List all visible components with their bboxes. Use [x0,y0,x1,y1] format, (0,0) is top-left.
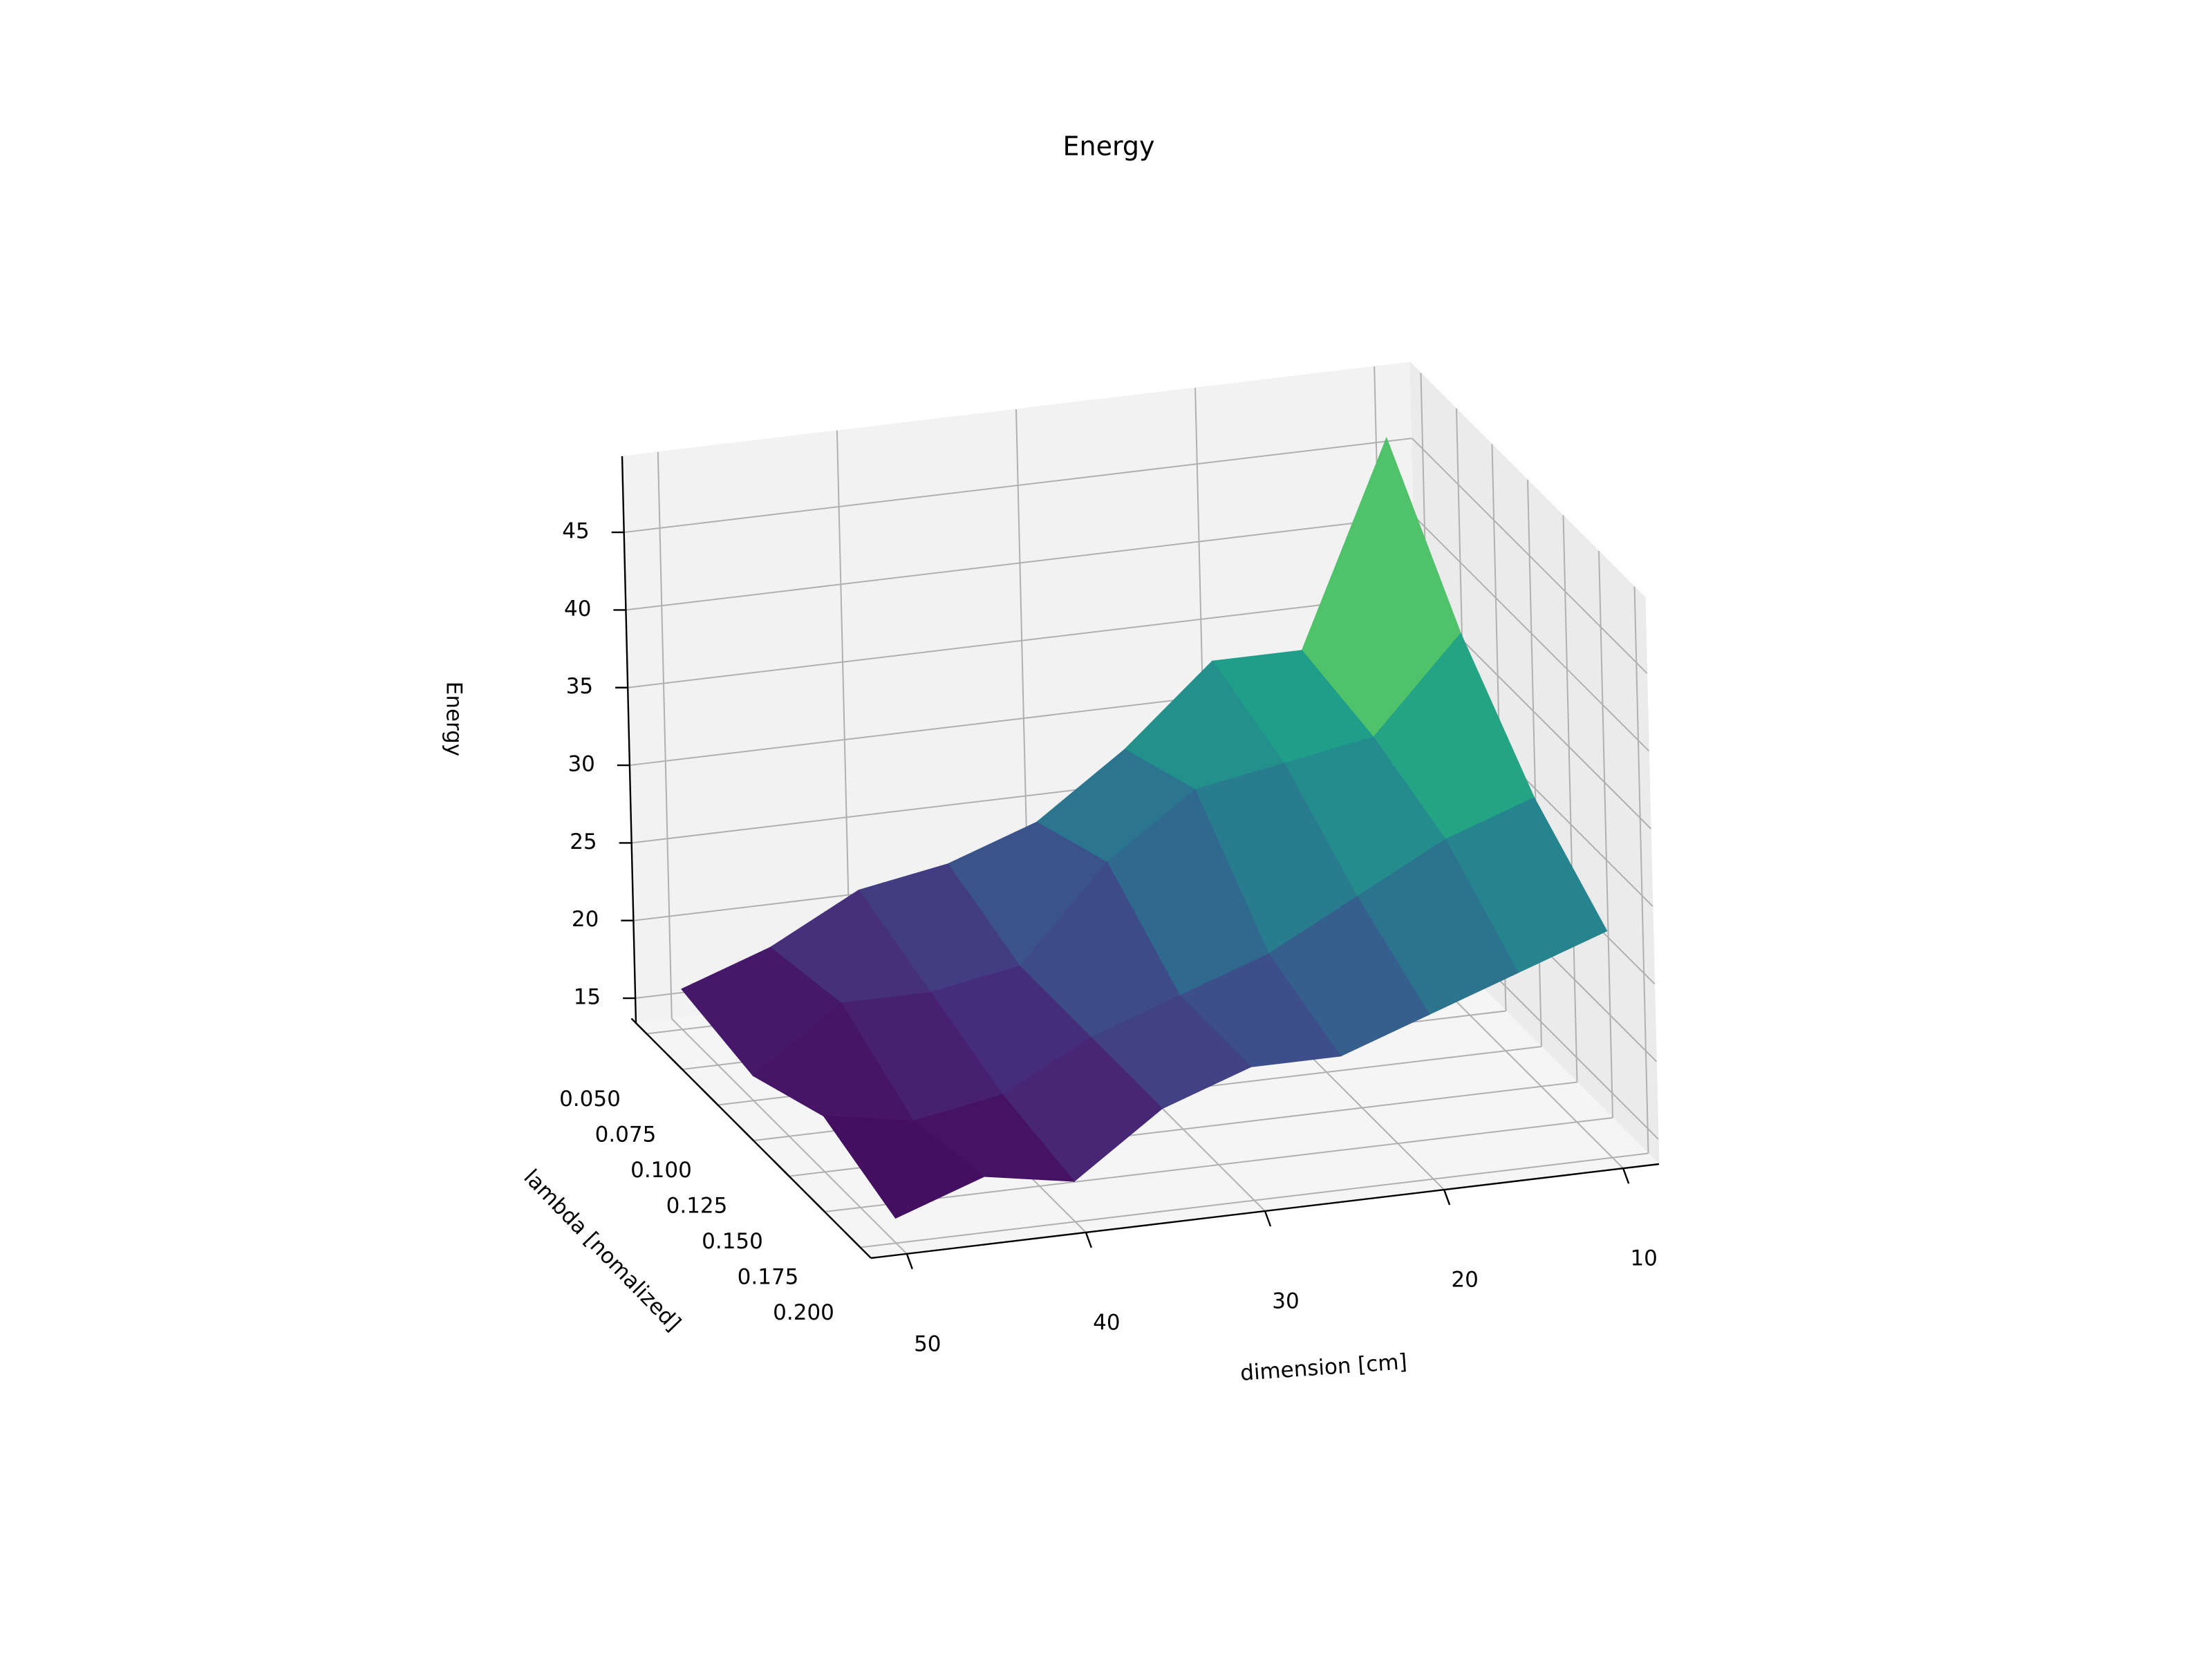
z-tick-label: 30 [568,752,594,777]
y-tick-label: 0.050 [559,1087,621,1112]
x-tick-label: 20 [1451,1268,1478,1293]
y-tick-label: 0.125 [666,1194,728,1219]
x-tick [1622,1168,1630,1184]
y-tick-label: 0.175 [738,1265,799,1290]
x-tick-label: 50 [914,1331,941,1356]
y-axis-label: lambda [nomalized] [518,1165,685,1336]
x-tick [1443,1189,1451,1206]
grid-line [628,592,1416,688]
grid-line [824,1117,1613,1213]
z-tick-label: 15 [574,985,601,1010]
z-tick-label: 45 [562,519,589,544]
surface-patch [823,1115,985,1219]
x-tick [906,1253,913,1270]
y-tick-label: 0.075 [595,1122,657,1147]
z-axis-line [621,456,637,1024]
x-tick-label: 40 [1093,1310,1120,1335]
grid-line [1411,438,1648,674]
grid-line [1598,551,1614,1118]
y-tick-label: 0.100 [630,1158,692,1183]
x-axis-label: dimension [cm] [1239,1349,1408,1386]
grid-line [626,515,1414,611]
x-tick-label: 30 [1272,1289,1299,1314]
y-axis-line [635,1022,872,1259]
grid-line [624,438,1412,534]
grid-line [1562,515,1578,1082]
x-tick [1264,1210,1272,1227]
grid-line [657,451,673,1019]
x-tick-label: 10 [1630,1246,1657,1271]
z-axis-label: Energy [442,682,467,757]
z-tick-label: 20 [572,907,599,932]
grid-line [1633,586,1649,1154]
z-tick-label: 40 [564,597,591,621]
y-tick-label: 0.150 [702,1229,763,1254]
chart-title: Energy [1062,131,1154,162]
grid-line [860,1152,1649,1248]
z-tick-label: 35 [566,674,593,699]
x-axis-line [870,1163,1660,1259]
z-tick-label: 25 [570,830,597,854]
grid-line [1413,515,1650,752]
x-tick [1085,1232,1093,1248]
y-tick-label: 0.200 [773,1300,834,1325]
